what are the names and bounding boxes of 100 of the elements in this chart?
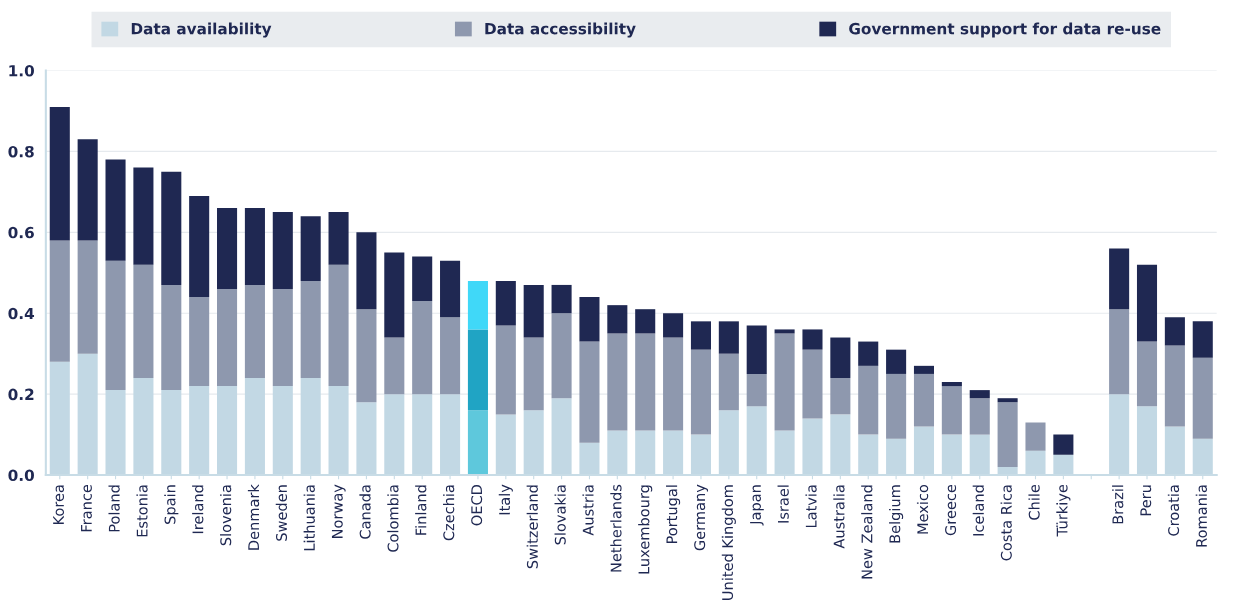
x-tick-label: Norway: [331, 484, 346, 538]
bar: [467, 410, 488, 476]
y-tick-label: 0.4: [8, 307, 35, 320]
x-tick-label: Luxembourg: [638, 485, 653, 574]
x-tick-label: Belgium: [889, 485, 904, 543]
bar: [523, 337, 544, 411]
legend-label: Data availability: [131, 22, 272, 38]
y-tick-label: 0.8: [8, 145, 34, 158]
bar: [105, 159, 126, 261]
x-tick-label: Italy: [498, 484, 513, 515]
bar: [913, 365, 935, 374]
bar: [161, 284, 182, 391]
bar: [1136, 341, 1158, 407]
bar: [997, 402, 1018, 467]
bar: [244, 208, 265, 285]
bar: [886, 373, 907, 439]
x-tick-label: Canada: [359, 485, 371, 539]
bar: [663, 337, 684, 431]
x-tick-label: Iceland: [972, 485, 984, 536]
bar: [1025, 422, 1046, 451]
bar: [189, 297, 210, 387]
bar: [217, 288, 238, 387]
x-tick-label: Slovenia: [219, 485, 232, 546]
bar: [384, 252, 405, 338]
x-tick-label: Estonia: [136, 485, 148, 537]
bar: [718, 353, 739, 411]
bar: [941, 386, 962, 435]
bar: [607, 333, 628, 431]
bar: [969, 398, 990, 435]
x-tick-label: Latvia: [805, 485, 817, 528]
x-tick-label: Costa Rica: [1000, 485, 1012, 561]
x-tick-label: Germany: [694, 484, 709, 551]
bar: [858, 341, 879, 366]
x-tick-label: Croatia: [1167, 485, 1180, 536]
bar: [802, 329, 823, 350]
bar: [551, 284, 572, 314]
x-tick-label: Switzerland: [526, 485, 538, 569]
bar: [746, 325, 767, 374]
x-tick-label: Brazil: [1112, 485, 1124, 524]
bar: [384, 337, 405, 395]
bar: [830, 377, 851, 415]
x-tick-label: Denmark: [247, 484, 260, 550]
x-tick-label: Austria: [582, 485, 594, 536]
bar: [913, 373, 935, 427]
bar: [328, 212, 349, 265]
bar: [718, 321, 739, 354]
x-tick-label: Czechia: [443, 485, 455, 541]
bar: [244, 284, 265, 378]
bar: [1136, 264, 1158, 342]
bar: [1164, 317, 1185, 346]
bar: [189, 195, 210, 298]
bar: [161, 171, 182, 285]
x-tick-label: Peru: [1140, 485, 1152, 516]
x-tick-label: United Kingdom: [721, 485, 736, 600]
x-tick-label: Slovakia: [554, 485, 566, 545]
y-tick-label: 0.6: [8, 226, 34, 239]
x-tick-label: Chile: [1028, 484, 1040, 520]
bar: [328, 264, 349, 387]
bar: [635, 333, 656, 431]
bar: [690, 349, 711, 435]
bar: [356, 232, 377, 310]
x-tick-label: Sweden: [275, 485, 288, 541]
x-tick-label: Greece: [945, 484, 957, 536]
bar: [969, 390, 990, 399]
bar: [467, 329, 488, 411]
bar: [830, 337, 851, 378]
x-tick-label: Japan: [750, 485, 764, 526]
bar: [774, 329, 795, 334]
bar: [635, 309, 656, 334]
y-tick-label: 1.0: [9, 64, 34, 77]
bar: [495, 280, 516, 326]
bar: [133, 167, 154, 265]
x-tick-label: Spain: [164, 485, 179, 524]
bar: [300, 216, 321, 281]
x-tick-label: Romania: [1195, 485, 1207, 547]
y-tick-label: 0.0: [8, 469, 34, 482]
x-tick-label: Türkiye: [1056, 484, 1071, 537]
bar: [746, 373, 767, 407]
bar: [105, 260, 126, 391]
bar: [523, 284, 544, 338]
bar: [467, 280, 488, 330]
bar: [77, 139, 98, 241]
x-tick-label: Finland: [415, 485, 427, 535]
bar: [663, 313, 684, 338]
x-tick-label: Israel: [777, 485, 789, 523]
bar: [858, 365, 879, 435]
x-tick-label: OECD: [471, 484, 483, 526]
x-tick-label: Korea: [53, 485, 65, 525]
bar: [690, 321, 711, 350]
bar: [356, 309, 377, 403]
legend-label: Government support for data re-use: [849, 22, 1161, 38]
bar: [49, 106, 70, 241]
bar: [1109, 248, 1130, 310]
bar: [412, 256, 433, 302]
bar: [495, 325, 516, 415]
bar: [997, 398, 1018, 403]
bar: [272, 212, 293, 289]
bar: [440, 317, 461, 395]
x-tick-label: Australia: [833, 485, 845, 549]
x-tick-label: Mexico: [916, 484, 929, 534]
